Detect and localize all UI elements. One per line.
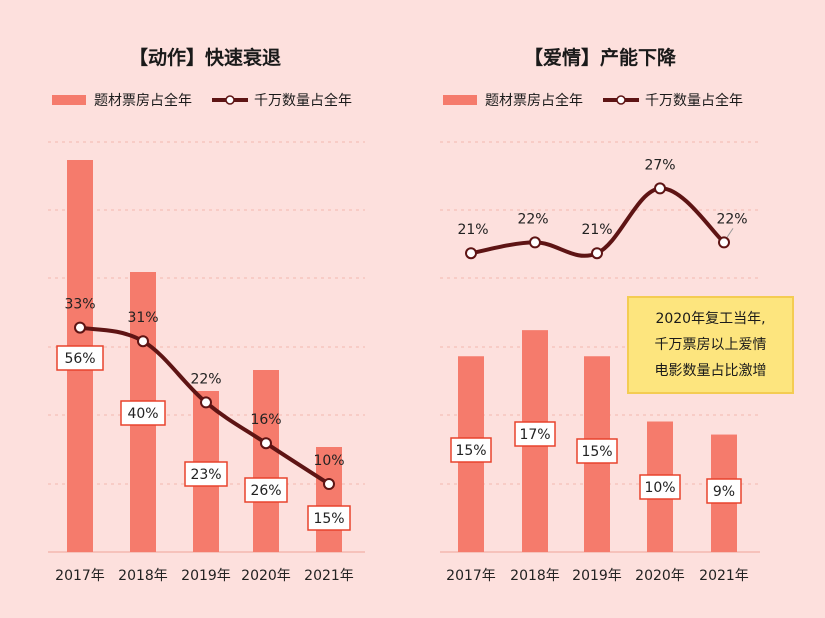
chart1-line-point xyxy=(74,321,86,334)
chart2-line-point xyxy=(591,247,603,260)
chart2-line-value-label: 21% xyxy=(581,222,612,238)
chart2-bar-value-box xyxy=(514,421,556,447)
annotation-line-3: 电影数量占比激增 xyxy=(654,363,767,379)
chart1-line-point xyxy=(260,437,272,450)
chart1-bar xyxy=(316,447,342,552)
chart1-line-value-label: 31% xyxy=(127,310,158,326)
chart1-bar-value-label: 23% xyxy=(190,467,221,483)
chart1-line-value-label: 22% xyxy=(190,371,221,387)
chart2-line-value-label: 27% xyxy=(644,157,675,173)
chart1-bar-value-box xyxy=(244,477,288,503)
chart1-x-tick-label: 2018年 xyxy=(118,568,168,584)
chart2-bar-value-label: 15% xyxy=(455,443,486,459)
chart2-legend-bar-label: 题材票房占全年 xyxy=(485,92,583,109)
chart1-legend-bar-swatch xyxy=(52,95,86,105)
chart2-bar-value-box xyxy=(639,474,681,500)
chart1-bar-value-label: 15% xyxy=(313,511,344,527)
chart1-line-value-label: 16% xyxy=(250,412,281,428)
chart2-bar-value-box xyxy=(450,437,492,463)
chart2-legend-line-label: 千万数量占全年 xyxy=(645,92,743,109)
chart1-bar xyxy=(253,370,279,552)
chart2-line-value-label: 22% xyxy=(716,211,747,227)
chart2-title: 【爱情】产能下降 xyxy=(524,46,677,69)
chart2-x-tick-label: 2018年 xyxy=(510,568,560,584)
chart1-bar-value-box xyxy=(184,461,228,487)
chart1-bar-value-box xyxy=(120,400,166,426)
chart1-bar-value-box xyxy=(56,345,104,371)
chart2-x-tick-label: 2019年 xyxy=(572,568,622,584)
chart1-line-point xyxy=(323,478,335,490)
chart2-label-leader xyxy=(726,228,734,238)
chart1-bar-value-label: 40% xyxy=(127,406,158,422)
chart1-line-point xyxy=(200,396,212,409)
annotation-line-1: 2020年复工当年, xyxy=(655,311,766,327)
chart1-legend-line-label: 千万数量占全年 xyxy=(254,92,352,109)
chart1-x-tick-label: 2021年 xyxy=(304,568,354,584)
chart2-legend-bar-swatch xyxy=(443,95,477,105)
chart2-bar-value-label: 10% xyxy=(644,480,675,496)
chart2-bar-value-label: 15% xyxy=(581,444,612,460)
chart1-line-value-label: 33% xyxy=(64,297,95,313)
chart2-bar-value-label: 9% xyxy=(713,484,735,500)
chart1-legend-line-marker xyxy=(225,95,235,105)
chart1-legend-bar-label: 题材票房占全年 xyxy=(94,92,192,109)
chart1-bar-value-box xyxy=(307,505,351,531)
chart1-bar-value-label: 26% xyxy=(250,483,281,499)
chart2-line-value-label: 21% xyxy=(457,222,488,238)
chart2-x-tick-label: 2020年 xyxy=(635,568,685,584)
chart2-line-point xyxy=(465,247,477,260)
annotation-line-2: 千万票房以上爱情 xyxy=(654,337,767,353)
chart2-line-value-label: 22% xyxy=(517,211,548,227)
chart2-line-point xyxy=(718,236,730,249)
chart1-line-point xyxy=(137,335,149,348)
chart1-x-tick-label: 2020年 xyxy=(241,568,291,584)
chart2-legend-line-marker xyxy=(616,95,626,105)
chart1-title: 【动作】快速衰退 xyxy=(129,46,281,69)
chart2-line-point xyxy=(654,182,666,195)
chart1-x-tick-label: 2019年 xyxy=(181,568,231,584)
chart1-bar-value-label: 56% xyxy=(64,351,95,367)
chart2-bar-value-box xyxy=(706,478,742,504)
chart1-line-value-label: 10% xyxy=(313,453,344,469)
chart2-x-tick-label: 2017年 xyxy=(446,568,496,584)
chart2-bar-value-box xyxy=(576,438,618,464)
annotation-box: 2020年复工当年, 千万票房以上爱情 电影数量占比激增 xyxy=(627,296,794,394)
chart2-bar-value-label: 17% xyxy=(519,427,550,443)
chart1-x-tick-label: 2017年 xyxy=(55,568,105,584)
chart2-line-point xyxy=(529,236,541,249)
chart2-x-tick-label: 2021年 xyxy=(699,568,749,584)
